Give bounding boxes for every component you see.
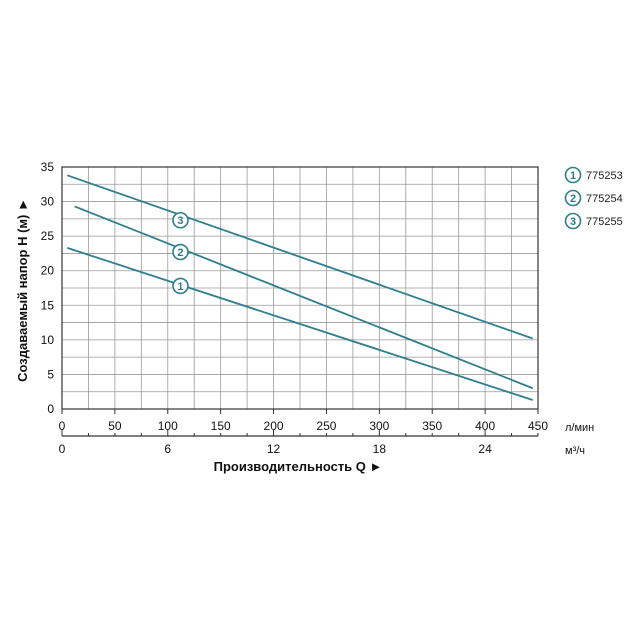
y-tick-label: 30 [41,195,55,209]
curve-marker-2: 2 [172,243,189,261]
y-tick-label: 25 [41,229,55,243]
legend-item-775254: 2 775254 [564,189,623,207]
y-tick-label: 20 [41,264,55,278]
x-tick-label: 400 [475,419,495,433]
x-tick-label: 50 [108,419,122,433]
x-tick-label: 0 [59,419,66,433]
secondary-x-axis: 0 6 12 18 24 [59,430,539,456]
legend-marker-circle [564,212,582,230]
secondary-tick-label: 0 [59,442,66,456]
x-tick-label: 450 [528,419,548,433]
y-tick-label: 0 [47,402,54,416]
x-secondary-unit-label: м³/ч [565,445,585,457]
marker-number: 1 [177,281,183,293]
secondary-tick-label: 24 [478,442,492,456]
y-axis-ticks: 0 5 10 15 20 25 30 35 [41,160,55,416]
x-axis-ticks: 0 50 100 150 200 250 300 350 400 450 [59,409,548,433]
legend-marker-number: 1 [570,170,576,182]
plot-frame [61,166,539,410]
grid [61,166,539,410]
series-line-775255 [66,174,534,340]
legend-marker-number: 3 [570,216,576,228]
y-tick-label: 15 [41,298,55,312]
y-tick-label: 35 [41,160,55,174]
curve-marker-1: 1 [172,277,189,295]
secondary-tick-label: 18 [373,442,387,456]
x-primary-unit-label: л/мин [565,422,594,434]
series-markers: 1 2 3 [172,211,189,295]
x-tick-label: 150 [211,419,231,433]
x-tick-label: 350 [422,419,442,433]
legend-item-775255: 3 775255 [564,212,623,230]
legend-item-775253: 1 775253 [564,166,623,184]
secondary-tick-label: 12 [267,442,281,456]
marker-circle [172,243,189,261]
marker-number: 2 [177,247,183,259]
y-tick-label: 5 [47,367,54,381]
legend: 1 775253 2 775254 3 775255 [564,166,623,230]
x-tick-label: 200 [264,419,284,433]
y-tick-label: 10 [41,333,55,347]
legend-marker-circle [564,166,582,184]
x-tick-label: 300 [369,419,389,433]
curve-marker-3: 3 [172,211,189,229]
y-axis-title: Создаваемый напор Н (м) ► [15,198,30,382]
legend-marker-circle [564,189,582,207]
series-line-775253 [67,247,533,401]
marker-circle [172,211,189,229]
legend-label: 775255 [586,216,623,228]
x-axis-title: Производительность Q ► [214,459,383,474]
x-tick-label: 250 [316,419,336,433]
series-lines [66,174,534,401]
legend-label: 775254 [586,193,623,205]
marker-circle [172,277,189,295]
marker-number: 3 [177,215,183,227]
secondary-tick-label: 6 [164,442,171,456]
x-tick-label: 100 [158,419,178,433]
legend-label: 775253 [586,170,623,182]
series-line-775254 [74,205,534,390]
legend-marker-number: 2 [570,193,576,205]
